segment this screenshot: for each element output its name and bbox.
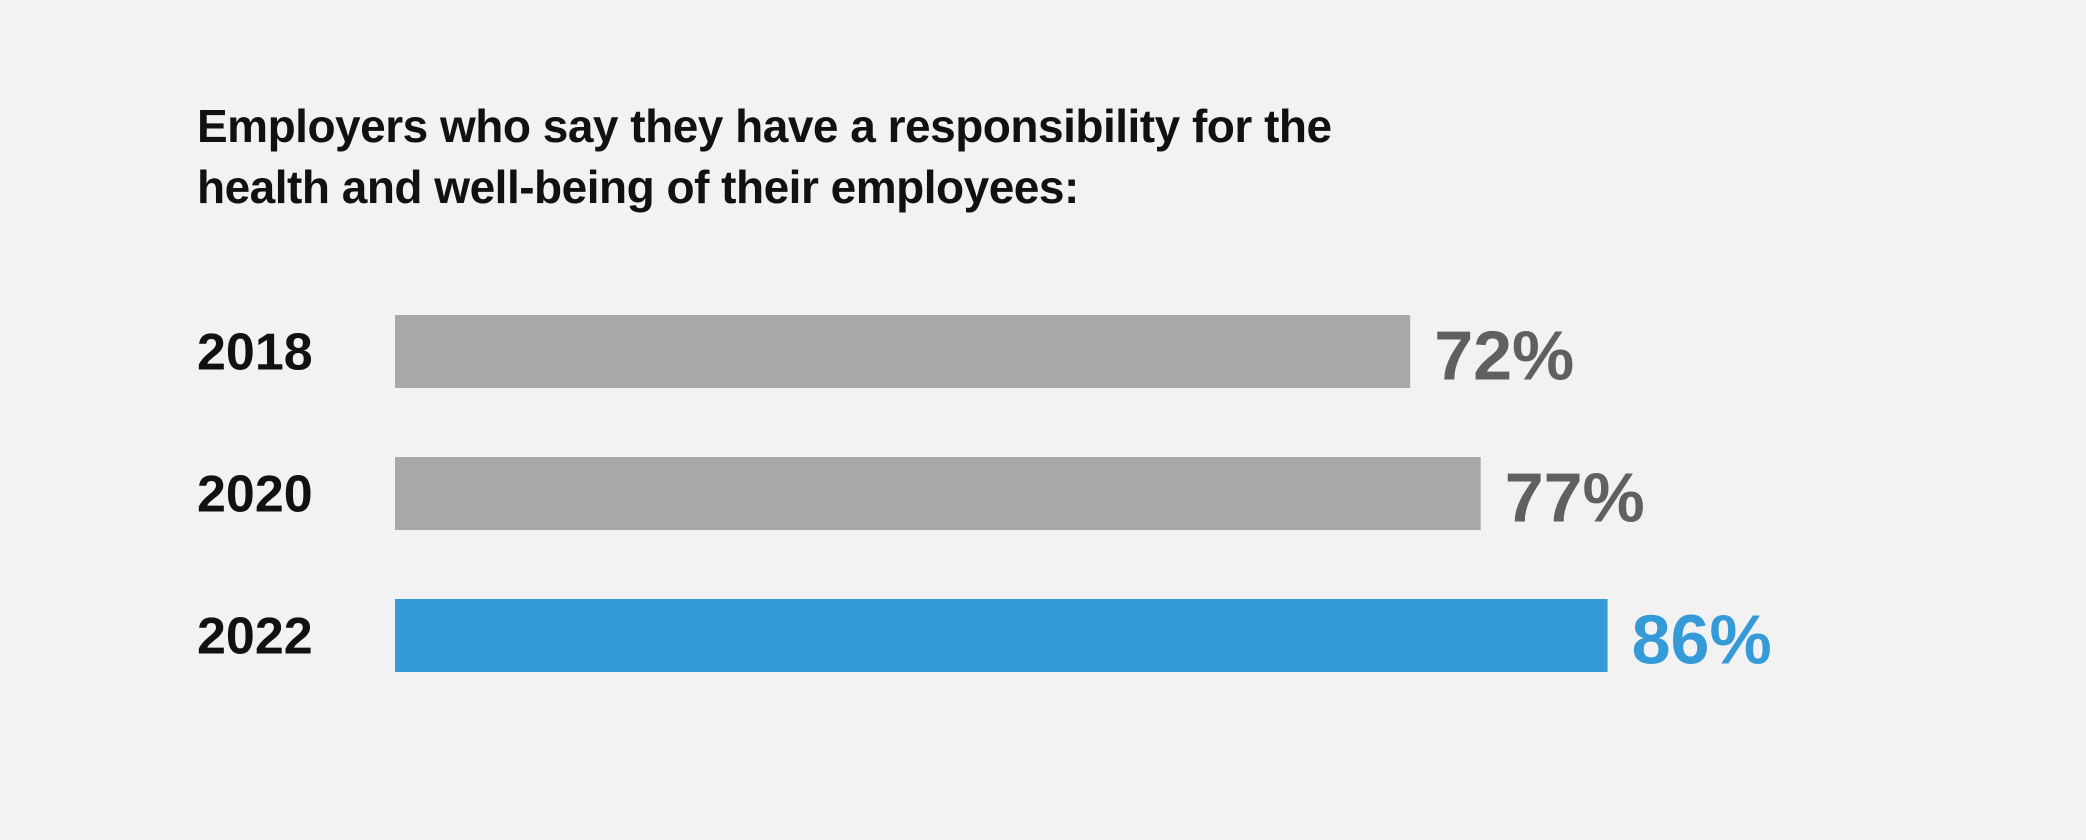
category-label-2020: 2020: [197, 466, 313, 524]
bar-2022: [395, 599, 1608, 672]
bar-2020: [395, 457, 1481, 530]
value-label-2020: 77%: [1505, 459, 1645, 537]
bar-2018: [395, 315, 1411, 388]
chart-title-line-2: health and well-being of their employees…: [197, 161, 1079, 213]
category-label-2022: 2022: [197, 608, 313, 666]
category-label-2018: 2018: [197, 324, 313, 382]
chart-title-line-1: Employers who say they have a responsibi…: [197, 100, 1332, 152]
value-label-2018: 72%: [1434, 317, 1574, 395]
value-label-2022: 86%: [1632, 601, 1772, 679]
chart-title: Employers who say they have a responsibi…: [197, 96, 1497, 218]
